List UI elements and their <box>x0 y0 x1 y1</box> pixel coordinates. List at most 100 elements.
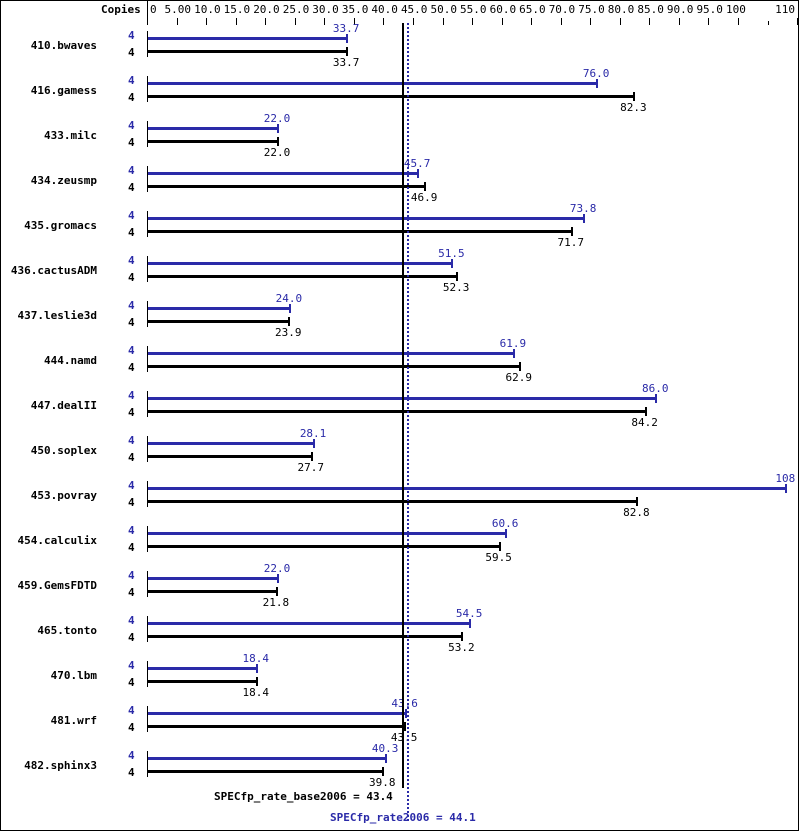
bar-axis <box>147 751 148 777</box>
base-bar <box>148 230 572 233</box>
base-bar <box>148 680 257 683</box>
peak-summary-label: SPECfp_rate2006 = 44.1 <box>330 811 476 824</box>
base-bar <box>148 725 406 728</box>
peak-bar-cap <box>277 574 280 583</box>
x-tick <box>442 18 444 25</box>
base-value-label: 46.9 <box>410 191 438 204</box>
bar-axis <box>147 436 148 462</box>
peak-bar-cap <box>277 124 280 133</box>
peak-value-label: 54.5 <box>455 607 483 620</box>
base-value-label: 21.8 <box>262 596 290 609</box>
peak-copies: 4 <box>128 164 135 177</box>
x-tick <box>501 18 503 25</box>
peak-copies: 4 <box>128 119 135 132</box>
x-tick <box>590 18 592 25</box>
peak-bar <box>148 262 453 265</box>
benchmark-label: 410.bwaves <box>30 39 97 52</box>
benchmark-label: 437.leslie3d <box>17 309 97 322</box>
base-value-label: 71.7 <box>557 236 584 249</box>
benchmark-label: 453.povray <box>30 489 97 502</box>
x-tick <box>738 18 739 25</box>
benchmark-label: 447.dealII <box>30 399 97 412</box>
x-tick <box>353 18 355 25</box>
peak-value-label: 18.4 <box>242 652 269 665</box>
base-copies: 4 <box>128 271 135 284</box>
bar-axis <box>147 661 148 687</box>
peak-value-label: 76.0 <box>582 67 610 80</box>
x-tick <box>649 18 651 25</box>
base-copies: 4 <box>128 91 135 104</box>
peak-bar-cap <box>417 169 420 178</box>
x-tick-label: 85.0 <box>637 3 664 16</box>
x-tick <box>678 18 680 25</box>
peak-bar-cap <box>785 484 788 493</box>
x-tick <box>531 18 533 25</box>
peak-value-label: 24.0 <box>275 292 303 305</box>
base-bar-cap <box>382 767 385 776</box>
x-tick <box>206 18 208 25</box>
peak-bar <box>148 757 387 760</box>
peak-value-label: 22.0 <box>263 112 291 125</box>
peak-bar-cap <box>451 259 454 268</box>
copies-header: Copies <box>101 3 141 16</box>
x-tick-label: 15.0 <box>223 3 251 16</box>
peak-copies: 4 <box>128 524 135 537</box>
bar-axis <box>147 76 148 102</box>
x-tick-label: 60.0 <box>489 3 517 16</box>
benchmark-label: 416.gamess <box>30 84 97 97</box>
base-value-label: 22.0 <box>263 146 291 159</box>
peak-value-label: 45.7 <box>403 157 431 170</box>
x-tick <box>767 21 769 25</box>
peak-bar-cap <box>404 709 407 718</box>
base-copies: 4 <box>128 181 135 194</box>
bar-axis <box>147 31 148 57</box>
bar-axis <box>147 121 148 147</box>
benchmark-label: 434.zeusmp <box>30 174 97 187</box>
x-tick-label: 45.0 <box>400 3 428 16</box>
x-tick-label: 70.0 <box>548 3 576 16</box>
peak-bar <box>148 37 348 40</box>
x-tick-label: 5.00 <box>164 3 192 16</box>
peak-bar-cap <box>255 664 258 673</box>
benchmark-label: 465.tonto <box>37 624 97 637</box>
peak-value-label: 51.5 <box>438 247 465 260</box>
x-tick-label: 65.0 <box>519 3 546 16</box>
x-tick <box>324 18 326 25</box>
base-copies: 4 <box>128 46 135 59</box>
x-tick-label: 80.0 <box>607 3 635 16</box>
base-bar-cap <box>456 272 459 281</box>
peak-bar-cap <box>512 349 515 358</box>
base-copies: 4 <box>128 406 135 419</box>
bar-axis <box>147 256 148 282</box>
base-value-label: 39.8 <box>368 776 396 789</box>
peak-bar <box>148 352 514 355</box>
benchmark-label: 433.milc <box>44 129 97 142</box>
base-bar <box>148 500 638 503</box>
x-tick-label: 100 <box>726 3 746 16</box>
peak-bar-cap <box>583 214 586 223</box>
peak-copies: 4 <box>128 29 135 42</box>
base-bar <box>148 320 290 323</box>
bar-axis <box>147 166 148 192</box>
benchmark-label: 436.cactusADM <box>10 264 97 277</box>
x-tick-label: 90.0 <box>666 3 694 16</box>
bar-axis <box>147 346 148 372</box>
bar-axis <box>147 301 148 327</box>
peak-copies: 4 <box>128 209 135 222</box>
peak-bar <box>148 487 787 490</box>
base-value-label: 53.2 <box>448 641 475 654</box>
peak-value-label: 33.7 <box>332 22 360 35</box>
x-tick-label: 110 <box>775 3 795 16</box>
peak-bar-cap <box>655 394 658 403</box>
peak-bar <box>148 82 598 85</box>
peak-bar <box>148 442 315 445</box>
bar-axis <box>147 481 148 507</box>
base-value-label: 52.3 <box>442 281 470 294</box>
base-copies: 4 <box>128 766 135 779</box>
base-bar <box>148 635 463 638</box>
peak-bar <box>148 712 406 715</box>
base-value-label: 27.7 <box>297 461 324 474</box>
peak-value-label: 73.8 <box>569 202 597 215</box>
peak-value-label: 22.0 <box>263 562 291 575</box>
